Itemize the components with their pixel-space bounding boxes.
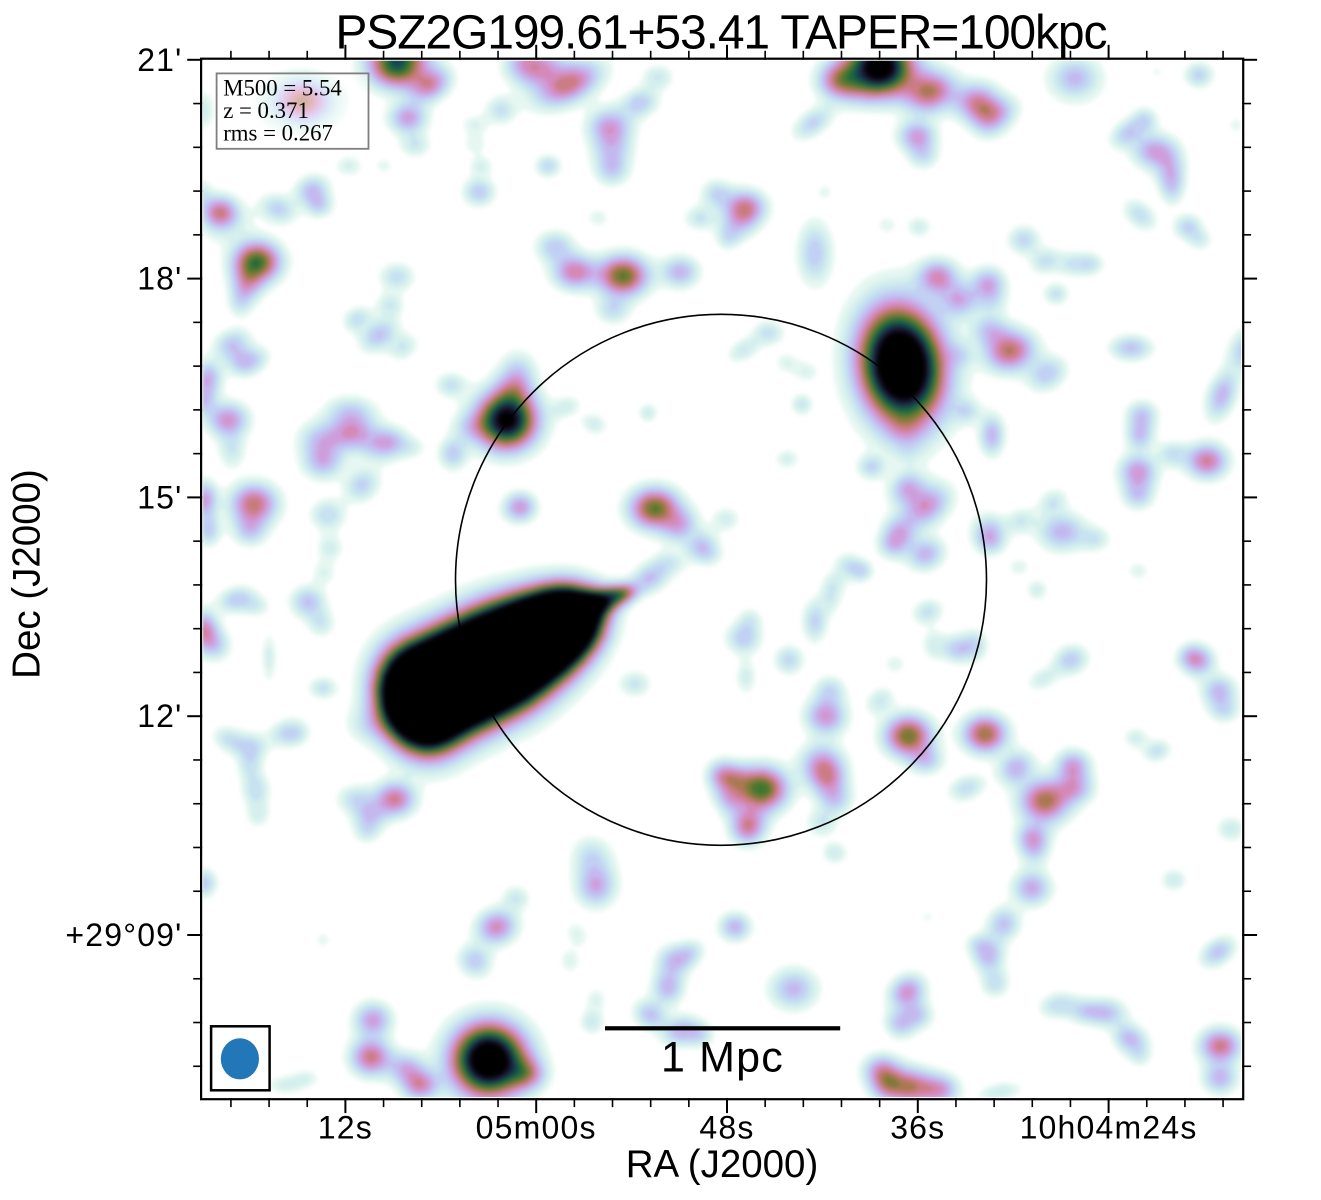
svg-text:05m00s: 05m00s — [476, 1110, 597, 1146]
svg-text:48s: 48s — [699, 1110, 754, 1146]
svg-text:+29°09': +29°09' — [65, 917, 182, 953]
svg-text:PSZ2G199.61+53.41 TAPER=100kpc: PSZ2G199.61+53.41 TAPER=100kpc — [335, 6, 1107, 59]
svg-text:36s: 36s — [890, 1110, 945, 1146]
svg-text:18': 18' — [137, 261, 182, 297]
svg-text:Dec (J2000): Dec (J2000) — [6, 469, 49, 679]
svg-text:10h04m24s: 10h04m24s — [1020, 1110, 1198, 1146]
svg-text:z = 0.371: z = 0.371 — [223, 98, 309, 123]
svg-text:1 Mpc: 1 Mpc — [661, 1033, 783, 1081]
svg-text:21': 21' — [137, 42, 182, 78]
svg-text:RA (J2000): RA (J2000) — [626, 1143, 819, 1186]
svg-text:12s: 12s — [318, 1110, 373, 1146]
svg-text:rms = 0.267: rms = 0.267 — [223, 121, 333, 146]
svg-text:15': 15' — [137, 479, 182, 515]
svg-text:12': 12' — [137, 698, 182, 734]
svg-text:M500 = 5.54: M500 = 5.54 — [223, 76, 342, 101]
